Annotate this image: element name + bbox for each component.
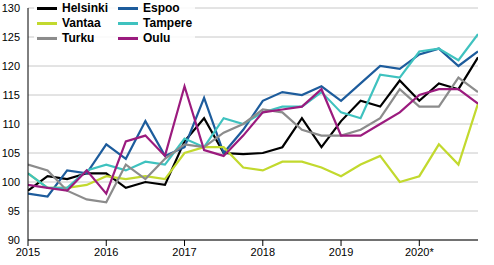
html-text:Turku: Turku (62, 31, 95, 45)
svg-text:2019: 2019 (329, 246, 353, 258)
svg-text:2015: 2015 (16, 246, 40, 258)
html-text:Espoo: Espoo (143, 1, 180, 15)
svg-text:2018: 2018 (251, 246, 275, 258)
svg-text:115: 115 (8, 89, 20, 101)
html-text:Tampere: Tampere (143, 16, 193, 30)
svg-text:2020*: 2020* (405, 246, 434, 258)
svg-text:125: 125 (8, 31, 20, 43)
svg-text:130: 130 (8, 2, 20, 14)
svg-text:100: 100 (8, 176, 20, 188)
svg-text:2016: 2016 (94, 246, 118, 258)
svg-text:105: 105 (8, 147, 20, 159)
html-text:Vantaa: Vantaa (62, 16, 101, 30)
svg-text:2017: 2017 (172, 246, 196, 258)
svg-text:90: 90 (8, 234, 20, 246)
html-text:Oulu: Oulu (143, 31, 171, 45)
svg-text:95: 95 (8, 205, 20, 217)
svg-text:120: 120 (8, 60, 20, 72)
svg-text:110: 110 (8, 118, 20, 130)
html-text:Helsinki: Helsinki (62, 1, 108, 15)
